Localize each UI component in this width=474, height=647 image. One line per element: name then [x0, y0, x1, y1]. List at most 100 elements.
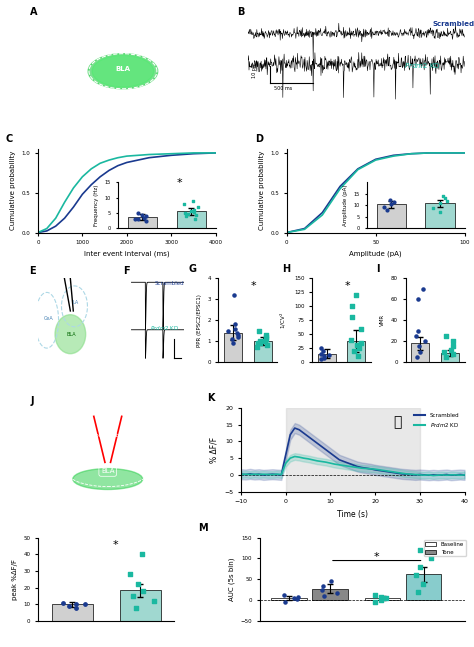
- Point: [419, 578, 427, 589]
- Point: [294, 592, 301, 602]
- Point: [72, 602, 80, 613]
- Bar: [406, 575, 441, 600]
- Point: [318, 354, 325, 364]
- Point: [327, 576, 335, 587]
- Point: [290, 593, 298, 603]
- Text: Optical fiber: Optical fiber: [91, 433, 125, 438]
- Y-axis label: peak %ΔF/F: peak %ΔF/F: [12, 559, 18, 600]
- Point: [348, 313, 356, 323]
- Bar: [120, 590, 161, 621]
- Point: [421, 336, 428, 346]
- Bar: [224, 333, 242, 362]
- Text: F: F: [124, 267, 130, 276]
- Bar: [312, 589, 347, 600]
- Point: [293, 594, 301, 604]
- Text: M: M: [198, 523, 208, 533]
- Text: LA: LA: [138, 39, 148, 45]
- Text: 10 pA: 10 pA: [253, 64, 257, 78]
- Point: [256, 338, 264, 349]
- Point: [414, 587, 422, 597]
- Point: [262, 336, 269, 346]
- Point: [319, 580, 326, 591]
- Point: [320, 353, 328, 363]
- Point: [356, 343, 363, 353]
- Y-axis label: Cumulative probability: Cumulative probability: [10, 151, 16, 230]
- Point: [413, 352, 420, 362]
- Point: [382, 593, 389, 603]
- Bar: [254, 341, 272, 362]
- Point: [232, 324, 239, 334]
- Point: [233, 327, 241, 338]
- Bar: [365, 598, 400, 600]
- Point: [326, 350, 333, 360]
- Bar: [52, 604, 92, 621]
- Y-axis label: AUC (5s bin): AUC (5s bin): [228, 558, 235, 601]
- X-axis label: Amplitude (pA): Amplitude (pA): [349, 250, 402, 258]
- Point: [255, 338, 262, 349]
- Point: [262, 334, 270, 344]
- Point: [262, 330, 269, 340]
- X-axis label: Time (s): Time (s): [337, 510, 368, 519]
- Point: [443, 352, 450, 362]
- Bar: [411, 344, 429, 362]
- Point: [228, 334, 236, 344]
- Point: [372, 597, 379, 608]
- Point: [357, 337, 365, 347]
- Point: [234, 332, 242, 342]
- Text: *: *: [113, 540, 118, 549]
- Point: [349, 301, 356, 311]
- Point: [127, 569, 134, 580]
- Text: Scrambled: Scrambled: [432, 21, 474, 27]
- Point: [320, 351, 328, 362]
- Point: [352, 290, 360, 300]
- Y-axis label: Cumulative probability: Cumulative probability: [259, 151, 265, 230]
- Point: [350, 345, 358, 356]
- Point: [354, 340, 361, 351]
- Point: [357, 324, 365, 334]
- Point: [442, 331, 450, 341]
- Point: [440, 346, 448, 356]
- Bar: [286, 408, 420, 492]
- Point: [318, 343, 325, 353]
- Point: [73, 598, 80, 609]
- Text: $\it{Prdm2}$ KD: $\it{Prdm2}$ KD: [150, 324, 179, 333]
- Text: K: K: [208, 393, 215, 403]
- Point: [138, 549, 146, 560]
- X-axis label: Inter event interval (ms): Inter event interval (ms): [84, 250, 170, 258]
- Text: J: J: [31, 396, 35, 406]
- Point: [413, 331, 420, 341]
- Point: [449, 336, 456, 346]
- Bar: [318, 354, 336, 362]
- Point: [419, 284, 426, 294]
- Text: $\it{Prdm2}$ KD: $\it{Prdm2}$ KD: [404, 61, 440, 70]
- Point: [355, 351, 362, 362]
- Legend: Scrambled, $\it{Prdm2}$ KD: Scrambled, $\it{Prdm2}$ KD: [412, 411, 462, 431]
- Point: [224, 325, 231, 336]
- Point: [319, 345, 327, 356]
- Text: CeA: CeA: [44, 316, 54, 322]
- Text: D: D: [255, 135, 263, 144]
- Ellipse shape: [55, 314, 86, 354]
- Point: [347, 334, 355, 345]
- Point: [333, 587, 341, 598]
- Point: [416, 341, 423, 351]
- Point: [280, 590, 288, 600]
- Point: [282, 597, 289, 608]
- Point: [416, 562, 424, 572]
- Point: [450, 341, 457, 351]
- Text: A: A: [30, 7, 38, 17]
- Point: [229, 338, 237, 349]
- Text: BLA: BLA: [66, 332, 76, 337]
- Text: C: C: [6, 135, 13, 144]
- Y-axis label: PPR (EPSC2/EPSC1): PPR (EPSC2/EPSC1): [197, 294, 202, 347]
- Point: [412, 570, 419, 580]
- Point: [416, 346, 424, 356]
- Bar: [347, 341, 365, 362]
- Text: B: B: [237, 7, 245, 17]
- Text: CeA: CeA: [72, 52, 87, 58]
- Text: BLA: BLA: [101, 468, 115, 474]
- Text: G: G: [189, 264, 197, 274]
- Point: [150, 596, 157, 606]
- Point: [320, 591, 328, 601]
- Point: [134, 579, 142, 589]
